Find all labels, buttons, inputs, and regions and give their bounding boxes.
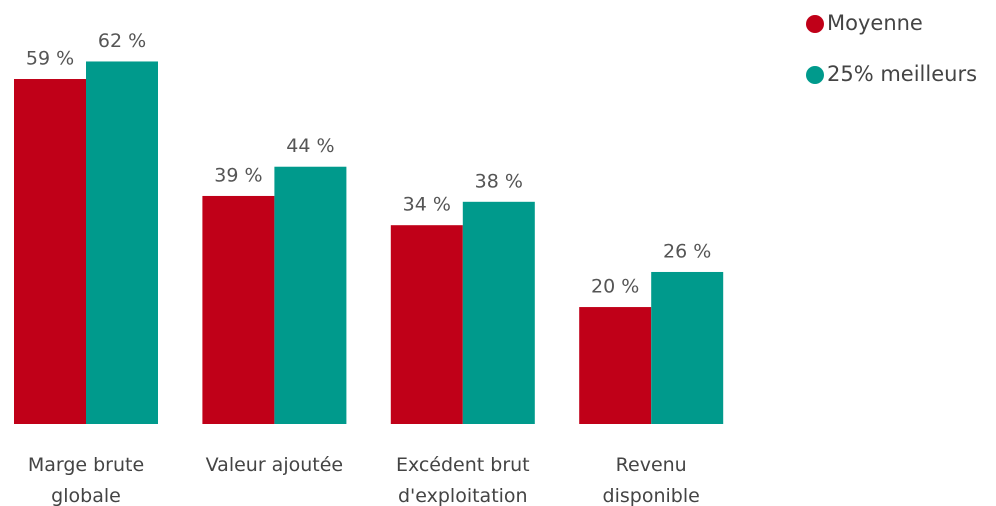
value-label: 26 % [663,240,711,262]
value-label: 59 % [26,48,74,70]
legend-marker [806,66,824,84]
value-label: 20 % [591,276,639,298]
x-tick-label: Revenu disponible [602,454,700,506]
value-label: 34 % [403,194,451,216]
x-tick-label: Valeur ajoutée [205,454,344,476]
bar [274,166,347,424]
value-label: 39 % [214,164,262,186]
x-tick-label: Marge brute globale [27,454,145,506]
bar [651,271,724,424]
value-label: 44 % [286,135,334,157]
bar [14,79,86,424]
value-label: 38 % [475,170,523,192]
legend-label: 25% meilleurs [827,62,977,86]
value-label: 62 % [98,30,146,52]
legend-label: Moyenne [827,11,923,35]
bar [579,307,652,424]
legend-marker [806,15,824,33]
bar [462,201,535,424]
bar [86,61,158,424]
x-tick-label: Excédent brut d'exploitation [395,454,530,506]
bar [202,195,275,424]
bar [390,225,463,424]
